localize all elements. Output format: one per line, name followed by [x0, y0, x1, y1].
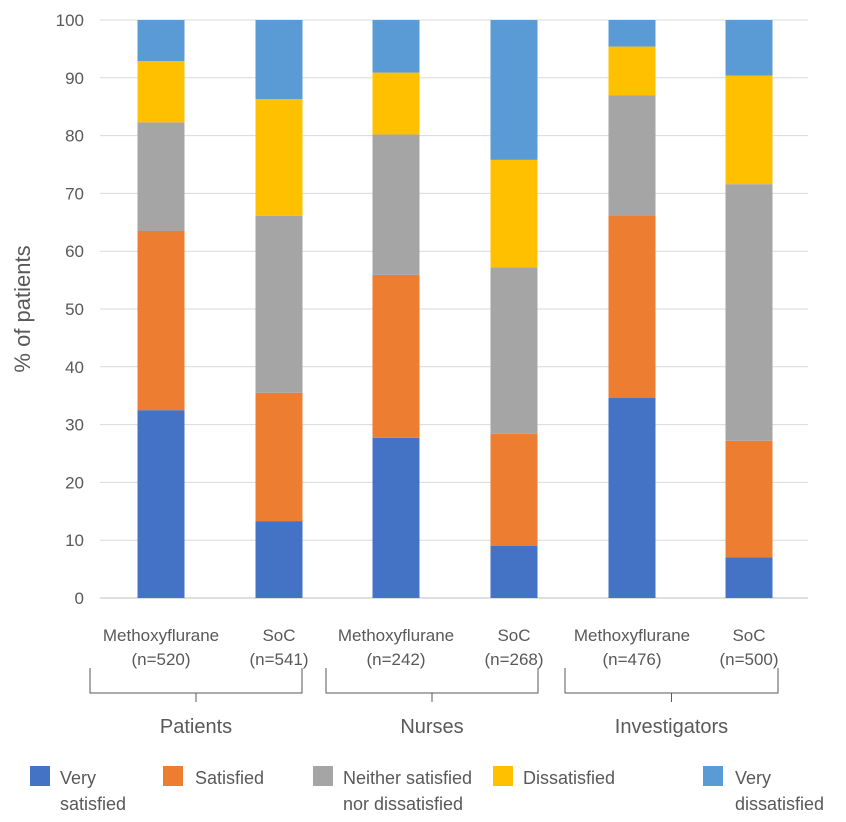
legend-swatch — [493, 766, 513, 786]
legend-swatch — [313, 766, 333, 786]
x-category-n: (n=476) — [602, 650, 661, 669]
bar-segment — [137, 122, 185, 231]
y-tick-label: 0 — [75, 589, 84, 608]
bars — [137, 20, 773, 598]
bar-segment — [725, 557, 773, 598]
y-tick-label: 80 — [65, 127, 84, 146]
bar-segment — [725, 20, 773, 76]
y-tick-label: 90 — [65, 69, 84, 88]
x-category-name: Methoxyflurane — [103, 626, 219, 645]
legend-label: Dissatisfied — [523, 768, 615, 788]
legend-label: Neither satisfied — [343, 768, 472, 788]
bar-segment — [255, 521, 303, 598]
bar-segment — [608, 20, 656, 47]
bar-segment — [255, 215, 303, 393]
group-label: Patients — [160, 716, 232, 738]
group-label: Nurses — [400, 716, 463, 738]
legend-label: Very — [735, 768, 771, 788]
x-category-n: (n=268) — [484, 650, 543, 669]
y-tick-label: 60 — [65, 242, 84, 261]
group-bracket — [564, 668, 779, 694]
group-bracket — [325, 668, 539, 694]
bar-segment — [255, 99, 303, 216]
y-tick-label: 70 — [65, 184, 84, 203]
legend-label: nor dissatisfied — [343, 794, 463, 814]
bar-segment — [255, 392, 303, 522]
bar-segment — [725, 440, 773, 558]
y-tick-label: 40 — [65, 358, 84, 377]
y-axis-label: % of patients — [10, 245, 35, 372]
legend: Very satisfied Satisfied Neither satisfied n… — [30, 766, 824, 814]
legend-label: dissatisfied — [735, 794, 824, 814]
bar-segment — [490, 159, 538, 268]
y-tick-label: 20 — [65, 473, 84, 492]
bar-segment — [490, 20, 538, 160]
x-category-name: SoC — [497, 626, 530, 645]
x-category-n: (n=520) — [131, 650, 190, 669]
y-tick-label: 10 — [65, 531, 84, 550]
legend-label: Satisfied — [195, 768, 264, 788]
bar-segment — [608, 398, 656, 598]
legend-label: Very — [60, 768, 96, 788]
x-category-name: SoC — [262, 626, 295, 645]
gridlines — [100, 19, 808, 599]
y-tick-label: 100 — [56, 11, 84, 30]
group-brackets: Patients Nurses Investigators — [89, 668, 779, 738]
y-axis-ticks: 0 10 20 30 40 50 60 70 80 90 100 — [56, 11, 84, 608]
x-category-name: SoC — [732, 626, 765, 645]
bar-segment — [490, 267, 538, 434]
bar-segment — [137, 230, 185, 411]
bar-segment — [372, 134, 420, 275]
bar-segment — [137, 20, 185, 62]
legend-label: satisfied — [60, 794, 126, 814]
x-category-name: Methoxyflurane — [338, 626, 454, 645]
bar-segment — [608, 46, 656, 96]
bar-segment — [137, 410, 185, 598]
bar-segment — [608, 215, 656, 399]
legend-swatch — [703, 766, 723, 786]
group-bracket — [89, 668, 303, 694]
bar-segment — [372, 72, 420, 135]
bar-segment — [137, 61, 185, 123]
x-axis-category-labels: Methoxyflurane (n=520) SoC (n=541) Methoxyfl… — [103, 626, 779, 669]
y-tick-label: 50 — [65, 300, 84, 319]
bar-segment — [255, 20, 303, 100]
bar-segment — [372, 437, 420, 598]
x-category-n: (n=541) — [249, 650, 308, 669]
bar-segment — [725, 184, 773, 441]
bar-segment — [372, 274, 420, 438]
bar-segment — [490, 433, 538, 546]
group-label: Investigators — [615, 716, 728, 738]
bar-segment — [490, 545, 538, 598]
x-category-n: (n=242) — [366, 650, 425, 669]
legend-swatch — [163, 766, 183, 786]
legend-swatch — [30, 766, 50, 786]
bar-segment — [725, 75, 773, 185]
y-tick-label: 30 — [65, 416, 84, 435]
bar-segment — [372, 20, 420, 73]
x-category-n: (n=500) — [719, 650, 778, 669]
x-category-name: Methoxyflurane — [574, 626, 690, 645]
bar-segment — [608, 95, 656, 216]
